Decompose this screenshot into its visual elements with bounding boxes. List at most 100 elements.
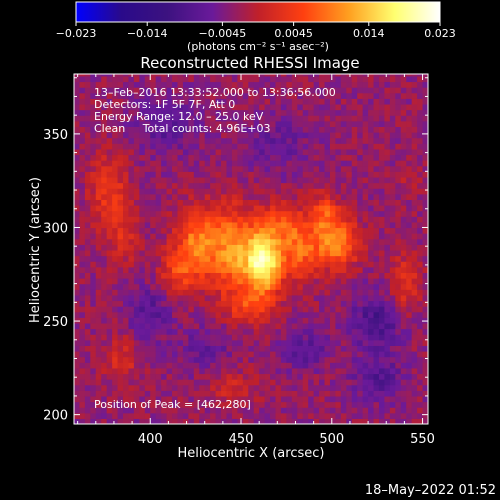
heatmap-cell — [280, 132, 287, 139]
heatmap-cell — [204, 278, 211, 285]
heatmap-cell — [368, 345, 375, 352]
heatmap-cell — [139, 351, 146, 358]
heatmap-cell — [406, 261, 413, 268]
heatmap-cell — [302, 75, 309, 83]
heatmap-cell — [210, 92, 217, 99]
heatmap-cell — [270, 171, 277, 178]
heatmap-cell — [384, 379, 391, 386]
heatmap-cell — [210, 311, 217, 318]
heatmap-cell — [291, 345, 298, 352]
heatmap-cell — [357, 81, 364, 88]
heatmap-cell — [79, 317, 86, 324]
heatmap-cell — [378, 384, 386, 391]
heatmap-cell — [139, 132, 146, 139]
heatmap-cell — [264, 306, 271, 313]
heatmap-cell — [215, 390, 222, 397]
heatmap-cell — [270, 120, 277, 127]
heatmap-cell — [264, 98, 271, 105]
heatmap-cell — [188, 283, 195, 290]
heatmap-cell — [308, 249, 315, 257]
heatmap-cell — [199, 278, 206, 285]
heatmap-cell — [79, 205, 86, 212]
heatmap-cell — [101, 199, 108, 206]
heatmap-cell — [79, 87, 86, 94]
heatmap-cell — [389, 75, 396, 83]
heatmap-cell — [395, 148, 402, 156]
heatmap-cell — [150, 367, 157, 375]
heatmap-cell — [346, 412, 353, 419]
heatmap-cell — [291, 339, 298, 346]
heatmap-cell — [101, 109, 108, 116]
heatmap-cell — [90, 120, 97, 127]
heatmap-cell — [226, 210, 233, 217]
heatmap-cell — [346, 182, 353, 189]
heatmap-cell — [291, 373, 298, 380]
heatmap-cell — [128, 199, 135, 206]
heatmap-cell — [128, 261, 135, 268]
heatmap-cell — [226, 74, 233, 77]
heatmap-cell — [188, 261, 195, 268]
heatmap-cell — [133, 115, 140, 122]
heatmap-cell — [188, 120, 195, 127]
heatmap-cell — [411, 98, 418, 105]
heatmap-cell — [362, 74, 369, 77]
heatmap-cell — [161, 283, 168, 290]
heatmap-cell — [166, 109, 173, 116]
heatmap-cell — [351, 311, 358, 318]
heatmap-cell — [400, 148, 407, 156]
heatmap-cell — [117, 171, 124, 178]
heatmap-cell — [139, 182, 146, 189]
heatmap-cell — [215, 120, 222, 127]
heatmap-cell — [340, 255, 347, 262]
heatmap-cell — [231, 339, 238, 346]
heatmap-cell — [329, 238, 337, 245]
heatmap-cell — [188, 351, 195, 358]
heatmap-cell — [210, 249, 217, 257]
heatmap-cell — [172, 132, 179, 139]
heatmap-cell — [133, 407, 140, 414]
heatmap-cell — [335, 233, 342, 240]
heatmap-cell — [357, 311, 364, 318]
heatmap-cell — [422, 115, 428, 122]
heatmap-cell — [215, 356, 222, 363]
heatmap-cell — [362, 351, 369, 358]
heatmap-cell — [346, 362, 353, 369]
heatmap-cell — [378, 182, 386, 189]
heatmap-cell — [117, 418, 124, 424]
heatmap-cell — [182, 205, 189, 212]
heatmap-cell — [177, 395, 184, 403]
heatmap-cell — [90, 171, 97, 178]
heatmap-cell — [351, 418, 358, 424]
heatmap-cell — [74, 98, 81, 105]
heatmap-cell — [264, 199, 271, 206]
heatmap-cell — [161, 328, 168, 335]
y-tick-label: 250 — [43, 315, 68, 330]
heatmap-cell — [144, 289, 151, 296]
heatmap-cell — [291, 205, 298, 212]
heatmap-cell — [384, 289, 391, 296]
heatmap-cell — [139, 373, 146, 380]
heatmap-cell — [264, 74, 271, 77]
heatmap-cell — [123, 395, 130, 403]
heatmap-cell — [264, 176, 271, 184]
heatmap-cell — [128, 379, 135, 386]
heatmap-cell — [84, 390, 91, 397]
heatmap-cell — [297, 390, 304, 397]
heatmap-cell — [144, 278, 151, 285]
heatmap-cell — [422, 244, 428, 251]
heatmap-cell — [161, 300, 168, 307]
heatmap-cell — [182, 193, 189, 200]
heatmap-cell — [188, 233, 195, 240]
heatmap-cell — [286, 98, 293, 105]
heatmap-cell — [226, 143, 233, 150]
heatmap-cell — [248, 311, 255, 318]
heatmap-cell — [221, 379, 228, 386]
heatmap-cell — [313, 216, 320, 223]
heatmap-cell — [95, 227, 102, 234]
heatmap-cell — [133, 120, 140, 127]
heatmap-cell — [139, 137, 146, 144]
heatmap-cell — [248, 373, 255, 380]
heatmap-cell — [324, 255, 331, 262]
heatmap-cell — [400, 176, 407, 184]
heatmap-cell — [161, 182, 168, 189]
